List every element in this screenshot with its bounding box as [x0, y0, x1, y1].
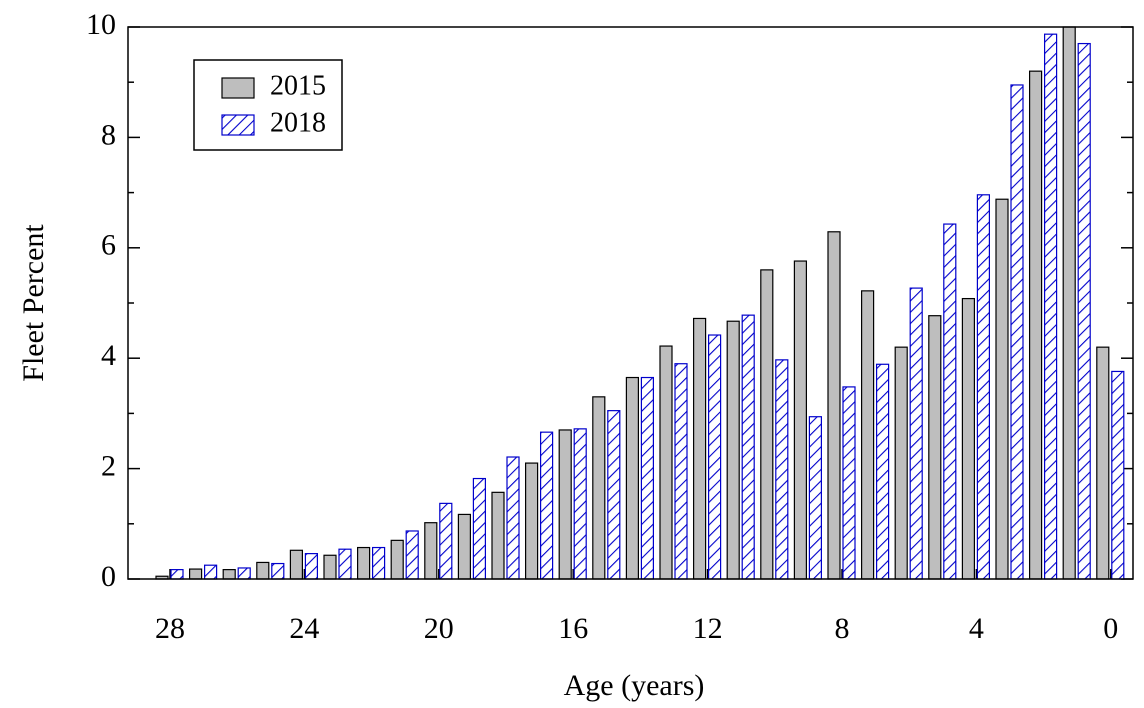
legend-label: 2018: [270, 107, 326, 138]
bar: [222, 569, 236, 580]
x-tick-label: 24: [289, 612, 319, 645]
bar: [271, 562, 285, 580]
bar: [909, 287, 923, 580]
legend-label: 2015: [270, 70, 326, 101]
bar: [1077, 42, 1091, 580]
x-tick-label: 4: [969, 612, 984, 645]
bar: [189, 568, 203, 580]
bar: [827, 231, 841, 580]
bar: [1062, 26, 1076, 580]
y-tick-label: 10: [86, 8, 116, 41]
bar: [607, 410, 621, 580]
bar: [1096, 346, 1110, 580]
y-tick-label: 8: [101, 118, 116, 151]
y-axis-label: Fleet Percent: [17, 224, 50, 382]
y-tick-label: 0: [101, 560, 116, 593]
bar: [692, 317, 707, 580]
bar: [390, 539, 404, 580]
bar: [707, 334, 722, 580]
bar: [640, 376, 655, 580]
bar: [573, 428, 587, 580]
legend-box: [193, 59, 343, 151]
y-tick-label: 4: [101, 339, 116, 372]
bar: [808, 416, 823, 580]
bar: [304, 553, 318, 580]
bar: [289, 549, 303, 580]
bar: [592, 396, 606, 580]
bar: [674, 363, 688, 580]
bar: [405, 530, 419, 580]
bar: [961, 297, 976, 580]
bar: [539, 431, 554, 580]
bar: [793, 260, 808, 580]
legend-swatch: [221, 114, 255, 136]
bar: [625, 376, 640, 580]
bar: [323, 554, 337, 580]
bar: [457, 513, 471, 580]
bar: [741, 314, 755, 580]
bar: [558, 429, 572, 580]
bar: [659, 345, 673, 580]
bar: [491, 491, 505, 580]
bar: [372, 546, 386, 580]
bar: [928, 315, 942, 580]
bar: [256, 561, 270, 580]
x-tick-label: 28: [155, 612, 185, 645]
legend-swatch: [221, 77, 255, 99]
x-tick-label: 16: [558, 612, 588, 645]
bar: [439, 502, 453, 580]
bar: [726, 320, 740, 580]
bar: [860, 290, 875, 580]
bar: [338, 548, 352, 580]
x-tick-label: 12: [693, 612, 723, 645]
plot-frame: [127, 26, 1134, 580]
x-axis-label: Age (years): [564, 669, 705, 702]
bar: [204, 564, 218, 580]
bar: [170, 569, 184, 580]
x-tick-label: 8: [835, 612, 850, 645]
bar: [524, 462, 539, 580]
bar: [943, 223, 957, 580]
bar: [357, 546, 371, 580]
x-tick-label: 0: [1103, 612, 1118, 645]
bar: [842, 386, 856, 580]
bar: [506, 456, 520, 580]
bar: [1111, 370, 1125, 580]
bar: [775, 359, 789, 580]
bar: [1028, 70, 1043, 580]
bar: [995, 198, 1009, 580]
y-tick-label: 2: [101, 449, 116, 482]
bar: [472, 477, 486, 580]
bar: [976, 194, 991, 580]
y-tick-label: 6: [101, 229, 116, 262]
bar: [237, 567, 251, 580]
bar: [424, 522, 438, 580]
bar: [1010, 84, 1024, 580]
bar: [894, 346, 908, 580]
bar: [760, 269, 774, 580]
bar: [875, 363, 890, 580]
bar: [1043, 33, 1058, 580]
x-tick-label: 20: [424, 612, 454, 645]
